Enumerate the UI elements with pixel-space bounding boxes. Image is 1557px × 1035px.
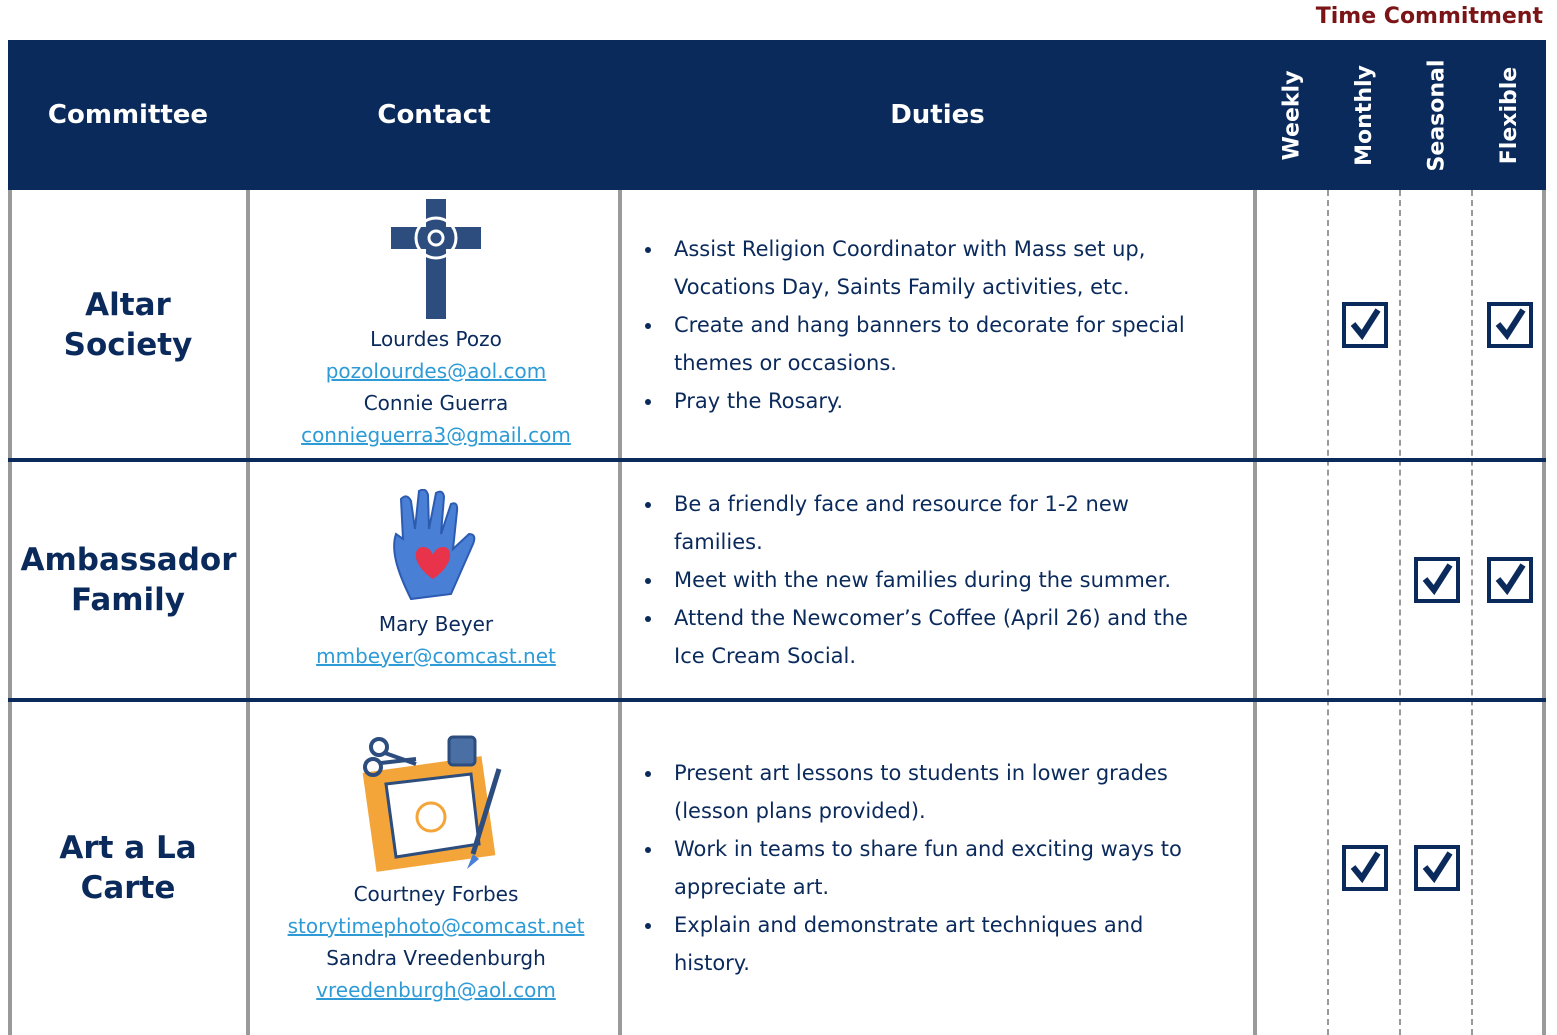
table-row: Altar Society Lourdes Pozo pozolourdes@aol…: [8, 190, 1546, 460]
contact-email[interactable]: pozolourdes@aol.com: [325, 359, 547, 383]
duties-list: Be a friendly face and resource for 1-2 …: [624, 485, 1204, 675]
duties-cell: Present art lessons to students in lower…: [624, 700, 1255, 1035]
header-time-cell: Monthly: [1328, 40, 1401, 190]
contact-list: Mary Beyer mmbeyer@comcast.net: [316, 608, 556, 672]
contact-cell: Courtney Forbes storytimephoto@comcast.ne…: [252, 700, 620, 1035]
checkbox: [1486, 302, 1533, 348]
contact-email[interactable]: vreedenburgh@aol.com: [316, 978, 556, 1002]
checkbox: [1486, 557, 1533, 603]
table-row: Ambassador Family Mary Beyer mmbeyer@comca…: [8, 460, 1546, 700]
contact-cell: Mary Beyer mmbeyer@comcast.net: [252, 460, 620, 700]
contact-email[interactable]: mmbeyer@comcast.net: [316, 643, 556, 668]
contact-cell: Lourdes Pozo pozolourdes@aol.com Connie Gu…: [252, 190, 620, 460]
duty-item: Explain and demonstrate art techniques a…: [664, 906, 1204, 982]
duties-cell: Be a friendly face and resource for 1-2 …: [624, 460, 1255, 700]
column-border: [246, 190, 250, 1035]
column-divider: [1399, 190, 1401, 1035]
header-contact: Contact: [377, 100, 491, 130]
committee-cell: Altar Society: [8, 190, 248, 460]
column-border: [618, 190, 622, 1035]
committee-name: Art a La Carte: [59, 829, 197, 906]
contact-name: Courtney Forbes: [353, 882, 519, 906]
contact-icon: [391, 199, 481, 323]
header-time-label: Weekly: [1279, 70, 1304, 160]
committee-name: Ambassador Family: [20, 542, 237, 618]
header-row: Committee Contact Duties Weekly Monthly Se…: [8, 40, 1546, 190]
duty-item: Assist Religion Coordinator with Mass se…: [664, 230, 1204, 306]
duty-item: Present art lessons to students in lower…: [664, 754, 1204, 830]
row-divider: [8, 458, 1546, 462]
contact-name: Lourdes Pozo: [370, 327, 502, 351]
table-row: Art a La Carte Courtney Forbes storytimeph…: [8, 700, 1546, 1035]
committee-cell: Ambassador Family: [8, 460, 248, 700]
checkbox: [1413, 844, 1460, 891]
header-committee: Committee: [47, 100, 209, 130]
duty-item: Attend the Newcomer’s Coffee (April 26) …: [664, 599, 1204, 675]
duty-item: Pray the Rosary.: [664, 382, 1204, 420]
committee-cell: Art a La Carte: [8, 700, 248, 1035]
contact-name: Sandra Vreedenburgh: [326, 946, 546, 970]
header-duties: Duties: [890, 100, 985, 130]
column-border: [8, 190, 12, 1035]
contact-icon: [361, 729, 511, 878]
time-commitment-label: Time Commitment: [1315, 4, 1543, 29]
column-divider: [1471, 190, 1473, 1035]
checkbox: [1413, 557, 1460, 603]
duty-item: Work in teams to share fun and exciting …: [664, 830, 1204, 906]
checkbox: [1341, 844, 1388, 891]
header-time-cell: Weekly: [1255, 40, 1328, 190]
header-time-cell: Seasonal: [1400, 40, 1473, 190]
duty-item: Be a friendly face and resource for 1-2 …: [664, 485, 1204, 561]
header-time-label: Seasonal: [1424, 59, 1449, 171]
column-divider: [1327, 190, 1329, 1035]
contact-icon: [391, 488, 481, 608]
header-time-label: Monthly: [1352, 64, 1378, 166]
header-time-label: Flexible: [1497, 66, 1522, 164]
duty-item: Create and hang banners to decorate for …: [664, 306, 1204, 382]
contact-email[interactable]: storytimephoto@comcast.net: [287, 914, 585, 938]
duties-list: Assist Religion Coordinator with Mass se…: [624, 230, 1204, 420]
duties-cell: Assist Religion Coordinator with Mass se…: [624, 190, 1255, 460]
column-border: [1253, 190, 1257, 1035]
column-border: [1542, 190, 1546, 1035]
contact-list: Courtney Forbes storytimephoto@comcast.ne…: [288, 878, 585, 1006]
contact-name: Connie Guerra: [363, 391, 509, 415]
contact-list: Lourdes Pozo pozolourdes@aol.com Connie Gu…: [301, 323, 571, 451]
contact-email[interactable]: connieguerra3@gmail.com: [301, 423, 571, 447]
row-divider: [8, 698, 1546, 702]
committee-name: Altar Society: [63, 287, 193, 363]
checkbox: [1341, 302, 1388, 348]
contact-name: Mary Beyer: [378, 611, 494, 636]
duties-list: Present art lessons to students in lower…: [624, 754, 1204, 982]
header-time-cell: Flexible: [1473, 40, 1546, 190]
duty-item: Meet with the new families during the su…: [664, 561, 1204, 599]
